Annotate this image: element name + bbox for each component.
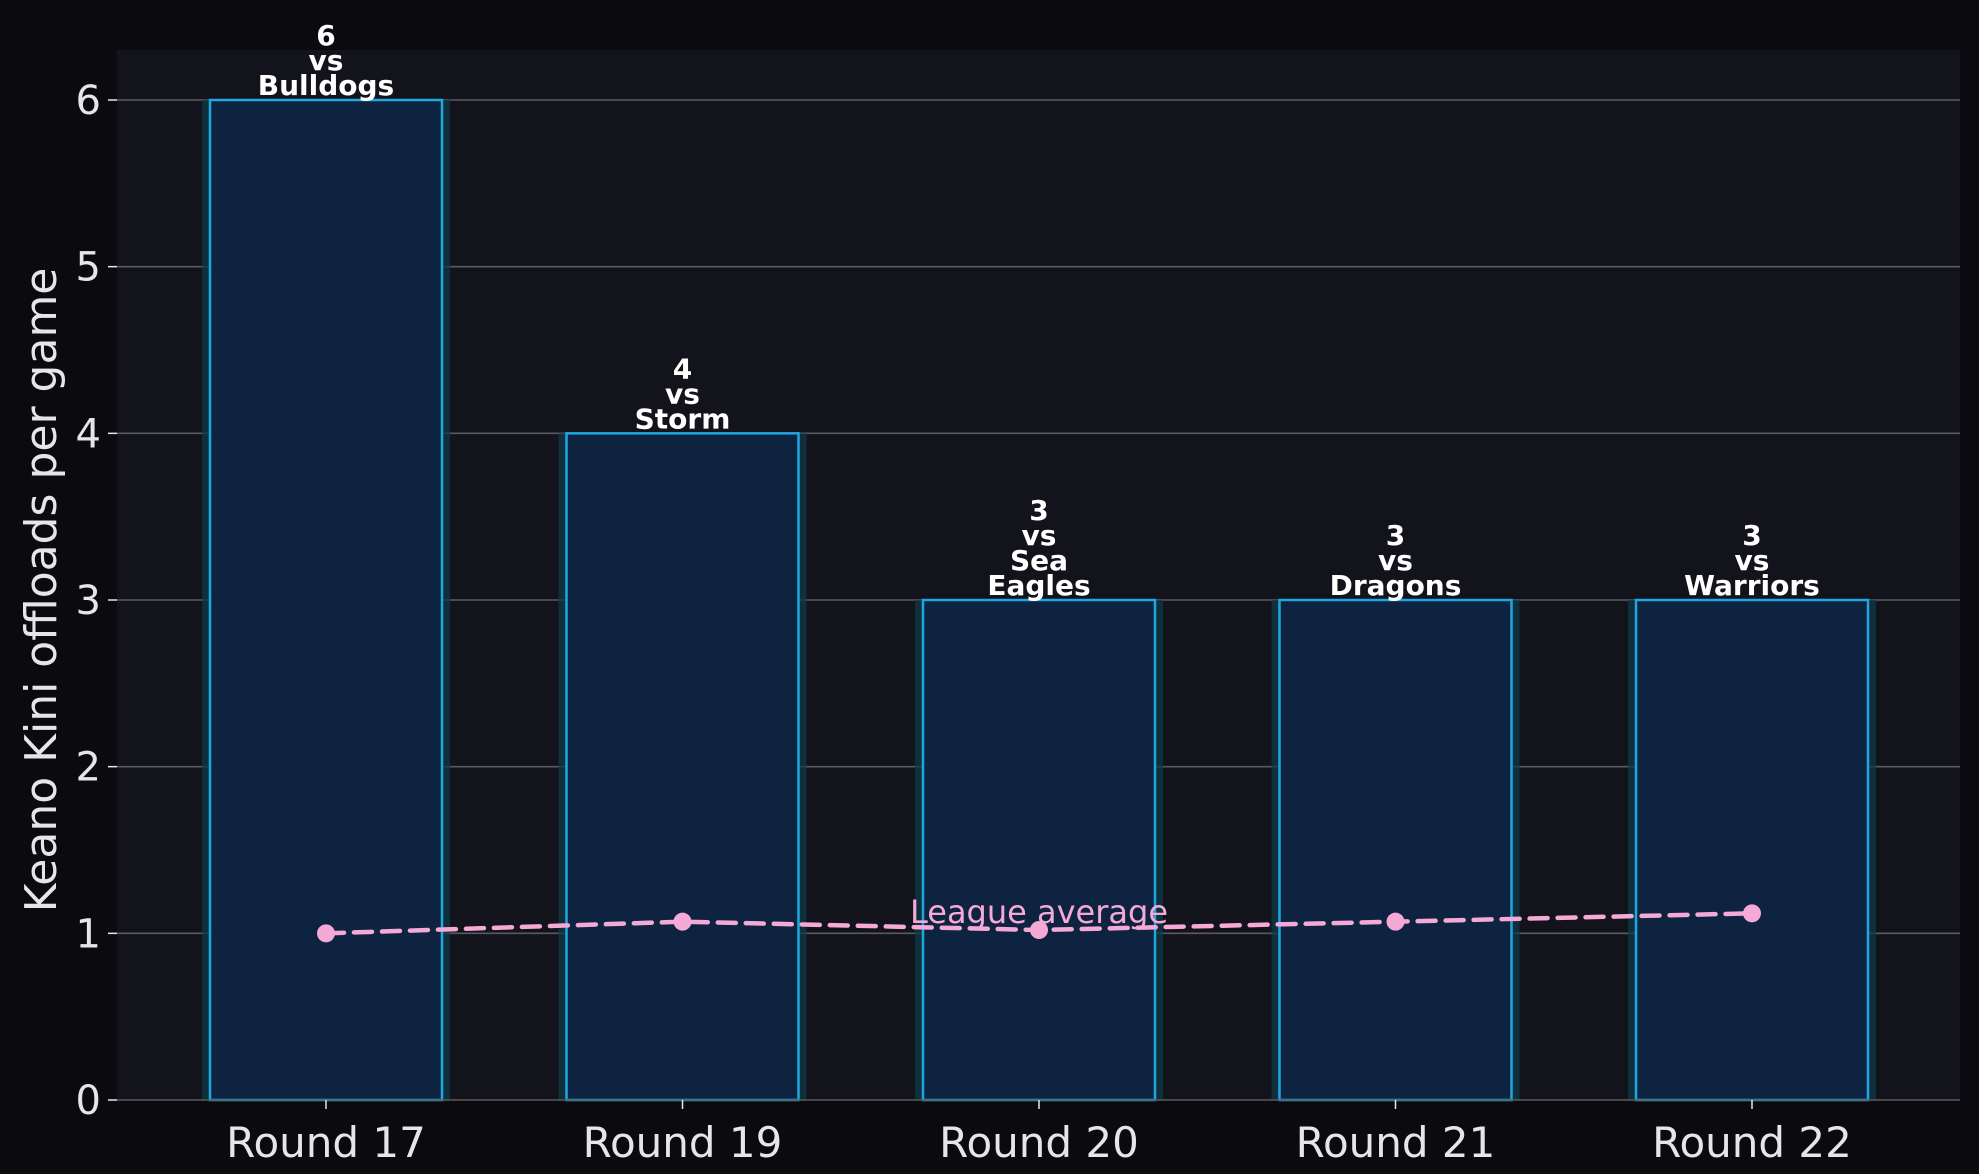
y-tick-label: 0 [76, 1078, 101, 1124]
bar-label-line: Dragons [1330, 569, 1462, 602]
x-tick-label: Round 21 [1296, 1118, 1496, 1167]
bar-label-line: Warriors [1684, 569, 1820, 602]
league-average-annotation: League average [910, 893, 1168, 931]
bar-label-line: vs [665, 377, 700, 410]
bar-label-line: Sea [1010, 544, 1068, 577]
bar-label-line: vs [1735, 544, 1770, 577]
bar-round-21 [1278, 598, 1513, 1102]
bar-label-line: Eagles [987, 569, 1090, 602]
bar-label-line: vs [309, 44, 344, 77]
league-average-point [1030, 921, 1048, 939]
x-tick-label: Round 22 [1652, 1118, 1852, 1167]
bar-label-line: vs [1378, 544, 1413, 577]
bar-label-line: 3 [1029, 494, 1048, 527]
league-average-point [1386, 912, 1405, 931]
bar-label-line: 4 [673, 352, 692, 385]
bar-label-line: Bulldogs [258, 69, 394, 102]
bar-label-line: 3 [1742, 519, 1761, 552]
y-tick-label: 2 [76, 745, 101, 791]
axes: 0 1 2 3 4 5 6 Round 17 Round 19 Round 20 Round 21 R… [16, 78, 1960, 1167]
bar-round-19 [565, 432, 800, 1102]
x-tick-label: Round 17 [226, 1118, 426, 1167]
bar-round-17 [208, 98, 444, 1102]
y-tick-label: 5 [76, 245, 101, 291]
y-axis-label: Keano Kini offloads per game [16, 268, 67, 913]
x-tick-label: Round 20 [939, 1118, 1139, 1167]
league-average-point [317, 924, 335, 943]
league-average-line: League average [317, 893, 1761, 943]
bar-round-22 [1634, 598, 1870, 1102]
bar-label-line: vs [1022, 519, 1057, 552]
bar-label-line: 3 [1386, 519, 1405, 552]
bar-round-20 [921, 598, 1157, 1102]
league-average-point [1743, 904, 1761, 923]
bar-value-labels: 6vsBulldogs4vsStorm3vsSeaEagles3vsDragon… [258, 19, 1820, 602]
bar-label-line: Storm [635, 402, 731, 435]
y-tick-label: 3 [76, 578, 101, 624]
y-tick-label: 4 [76, 411, 101, 457]
league-average-point [673, 912, 692, 931]
y-tick-label: 6 [76, 78, 101, 124]
y-tick-label: 1 [76, 911, 101, 957]
bar-label-line: 6 [316, 19, 335, 52]
x-tick-label: Round 19 [583, 1118, 783, 1167]
